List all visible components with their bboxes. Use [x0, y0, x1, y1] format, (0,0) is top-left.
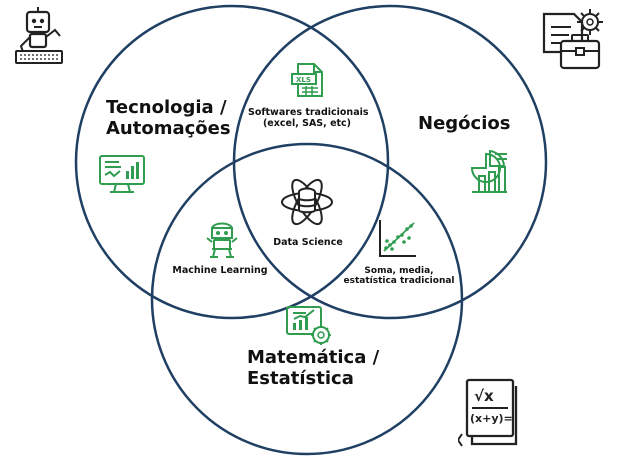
circle-label-business: Negócios: [418, 113, 511, 134]
intersection-label-tech-business: Softwares tradicionais (excel, SAS, etc): [248, 107, 369, 129]
xls-label: XLS: [296, 76, 311, 84]
circle-label-technology: Tecnologia / Automações: [106, 97, 231, 139]
formula-book-icon: √x (x+y)=: [458, 378, 518, 447]
business-chart-icon: [470, 150, 507, 193]
circle-technology: [74, 4, 390, 320]
intersection-label-center: Data Science: [273, 237, 343, 248]
formula-bottom-text: (x+y)=: [470, 412, 513, 425]
circle-label-math: Matemática / Estatística: [247, 347, 380, 389]
xls-file-icon: XLS: [291, 63, 323, 97]
intersection-label-tech-math: Machine Learning: [172, 265, 268, 276]
briefcase-document-gear-icon: [542, 9, 603, 70]
monitor-dashboard-icon: [99, 155, 145, 193]
atom-data-science-icon: [281, 178, 333, 226]
intersection-label-business-math: Soma, media, estatística tradicional: [343, 266, 455, 287]
robot-typing-icon: [15, 7, 63, 64]
circle-math: [150, 142, 464, 456]
formula-top-text: √x: [474, 387, 494, 405]
scatter-plot-icon: [379, 220, 416, 257]
analytics-report-icon: [286, 306, 331, 345]
robot-reading-icon: [206, 222, 238, 258]
